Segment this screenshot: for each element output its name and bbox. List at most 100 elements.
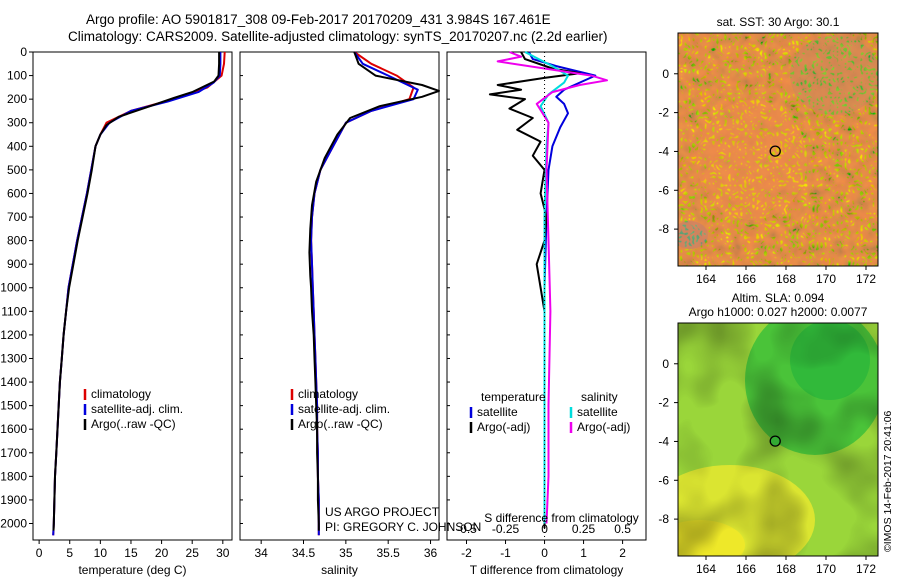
salinity-xtick-label-4: 36 <box>424 546 438 560</box>
temperature-xtick-label-3: 15 <box>124 546 138 560</box>
temperature-legend-label-2: Argo(..raw -QC) <box>91 417 176 431</box>
sla-map-subtitle: Argo h1000: 0.027 h2000: 0.0077 <box>689 305 868 319</box>
depth-tick-label-2: 200 <box>7 92 27 106</box>
difference-series-0 <box>528 51 597 524</box>
header-line-1: Argo profile: AO 5901817_308 09-Feb-2017… <box>86 12 551 27</box>
temperature-series-0 <box>52 51 226 536</box>
temperature-xtick-label-0: 0 <box>36 546 43 560</box>
difference-s-xlabel: S difference from climatology <box>484 511 639 525</box>
depth-tick-label-16: 1600 <box>0 422 27 436</box>
depth-tick-label-11: 1100 <box>1 304 27 318</box>
difference-xlabel: T difference from climatology <box>470 563 624 577</box>
salinity-xtick-label-2: 35 <box>339 546 353 560</box>
difference-s-tick-label-2: 0 <box>541 522 548 536</box>
difference-legend-label-0: satellite <box>477 405 518 419</box>
salinity-xtick-label-3: 35.5 <box>377 546 401 560</box>
salinity-xtick-label-1: 34.5 <box>292 546 316 560</box>
sst_map-ytick-label-0: 0 <box>662 67 669 81</box>
temperature-xlabel: temperature (deg C) <box>78 563 186 577</box>
difference-legend-sal-title: salinity <box>581 390 618 404</box>
depth-tick-label-0: 0 <box>20 45 27 59</box>
sla_map-xtick-label-2: 168 <box>776 562 796 576</box>
difference-series-1 <box>488 51 581 529</box>
difference-xtick-label-2: 0 <box>541 546 548 560</box>
depth-tick-label-10: 1000 <box>0 281 27 295</box>
sst_map-ytick-label-4: -8 <box>658 222 669 236</box>
difference-panel <box>446 51 647 541</box>
depth-tick-label-3: 300 <box>7 116 27 130</box>
sst_map-xtick-label-2: 168 <box>776 272 796 286</box>
difference-xtick-label-0: -2 <box>461 546 472 560</box>
sst_map-ytick-label-1: -2 <box>658 106 669 120</box>
imos-timestamp: ©IMOS 14-Feb-2017 20:41:06 <box>882 410 894 552</box>
temperature-xtick-label-5: 25 <box>186 546 200 560</box>
sst_map-xtick-label-1: 166 <box>736 272 756 286</box>
sla_map-argo-marker <box>769 435 781 447</box>
temperature-xtick-label-1: 5 <box>66 546 73 560</box>
sst_map-argo-marker <box>769 145 781 157</box>
difference-series-2 <box>524 51 569 524</box>
temperature-series-2 <box>52 52 221 531</box>
depth-tick-label-13: 1300 <box>0 351 27 365</box>
depth-tick-label-8: 800 <box>7 234 27 248</box>
difference-legend-label-2: satellite <box>577 405 618 419</box>
sst-map-panel <box>677 32 879 267</box>
depth-tick-label-1: 100 <box>7 69 27 83</box>
salinity-legend-label-0: climatology <box>298 387 358 401</box>
sst-hot-spots <box>678 33 878 266</box>
sst_map-xtick-label-0: 164 <box>696 272 716 286</box>
depth-tick-label-14: 1400 <box>0 375 27 389</box>
salinity-legend-label-2: Argo(..raw -QC) <box>298 417 383 431</box>
temperature-legend-label-0: climatology <box>91 387 151 401</box>
difference-legend-temp-title: temperature <box>481 390 546 404</box>
difference-xtick-label-4: 2 <box>619 546 626 560</box>
sla-map-title: Altim. SLA: 0.094 <box>732 291 825 305</box>
difference-xtick-label-3: 1 <box>580 546 587 560</box>
salinity-series-2 <box>308 51 440 531</box>
depth-tick-label-5: 500 <box>7 163 27 177</box>
credit-pi: PI: GREGORY C. JOHNSON <box>325 520 481 534</box>
sla_map-xtick-label-1: 166 <box>736 562 756 576</box>
depth-tick-label-9: 900 <box>7 257 27 271</box>
sla_map-ytick-label-3: -6 <box>658 473 669 487</box>
sla-map-panel <box>677 322 879 557</box>
sla_map-xtick-label-0: 164 <box>696 562 716 576</box>
depth-tick-label-15: 1500 <box>0 399 27 413</box>
depth-tick-label-17: 1700 <box>0 446 27 460</box>
difference-xtick-label-1: -1 <box>500 546 511 560</box>
salinity-series-0 <box>310 51 415 536</box>
depth-tick-label-4: 400 <box>7 139 27 153</box>
sst-map-title: sat. SST: 30 Argo: 30.1 <box>717 15 840 29</box>
depth-tick-label-18: 1800 <box>0 469 27 483</box>
difference-series-3 <box>496 51 608 524</box>
salinity-xlabel: salinity <box>321 563 358 577</box>
difference-legend-label-1: Argo(-adj) <box>477 420 530 434</box>
salinity-xtick-label-0: 34 <box>254 546 268 560</box>
sla_map-ytick-label-2: -4 <box>658 434 669 448</box>
sst_map-xtick-label-4: 172 <box>856 272 876 286</box>
header-line-2: Climatology: CARS2009. Satellite-adjuste… <box>68 29 608 44</box>
temperature-series-1 <box>52 52 222 536</box>
difference-s-tick-label-0: -0.5 <box>456 522 477 536</box>
sst_map-ytick-label-2: -4 <box>658 144 669 158</box>
difference-s-tick-label-4: 0.5 <box>614 522 631 536</box>
depth-tick-label-12: 1200 <box>0 328 27 342</box>
temperature-legend-label-1: satellite-adj. clim. <box>91 402 183 416</box>
depth-tick-label-20: 2000 <box>0 516 27 530</box>
depth-tick-label-19: 1900 <box>0 493 27 507</box>
credit-project: US ARGO PROJECT <box>325 505 440 519</box>
temperature-xtick-label-2: 10 <box>94 546 108 560</box>
salinity-legend-label-1: satellite-adj. clim. <box>298 402 390 416</box>
salinity-panel <box>239 51 440 541</box>
temperature-xtick-label-6: 30 <box>216 546 230 560</box>
temperature-xtick-label-4: 20 <box>155 546 169 560</box>
difference-s-tick-label-3: 0.25 <box>572 522 596 536</box>
difference-s-tick-label-1: -0.25 <box>492 522 520 536</box>
salinity-series-1 <box>310 51 419 536</box>
temperature-panel <box>32 51 233 541</box>
sla_map-ytick-label-0: 0 <box>662 357 669 371</box>
sla_map-ytick-label-1: -2 <box>658 396 669 410</box>
difference-legend-label-3: Argo(-adj) <box>577 420 630 434</box>
